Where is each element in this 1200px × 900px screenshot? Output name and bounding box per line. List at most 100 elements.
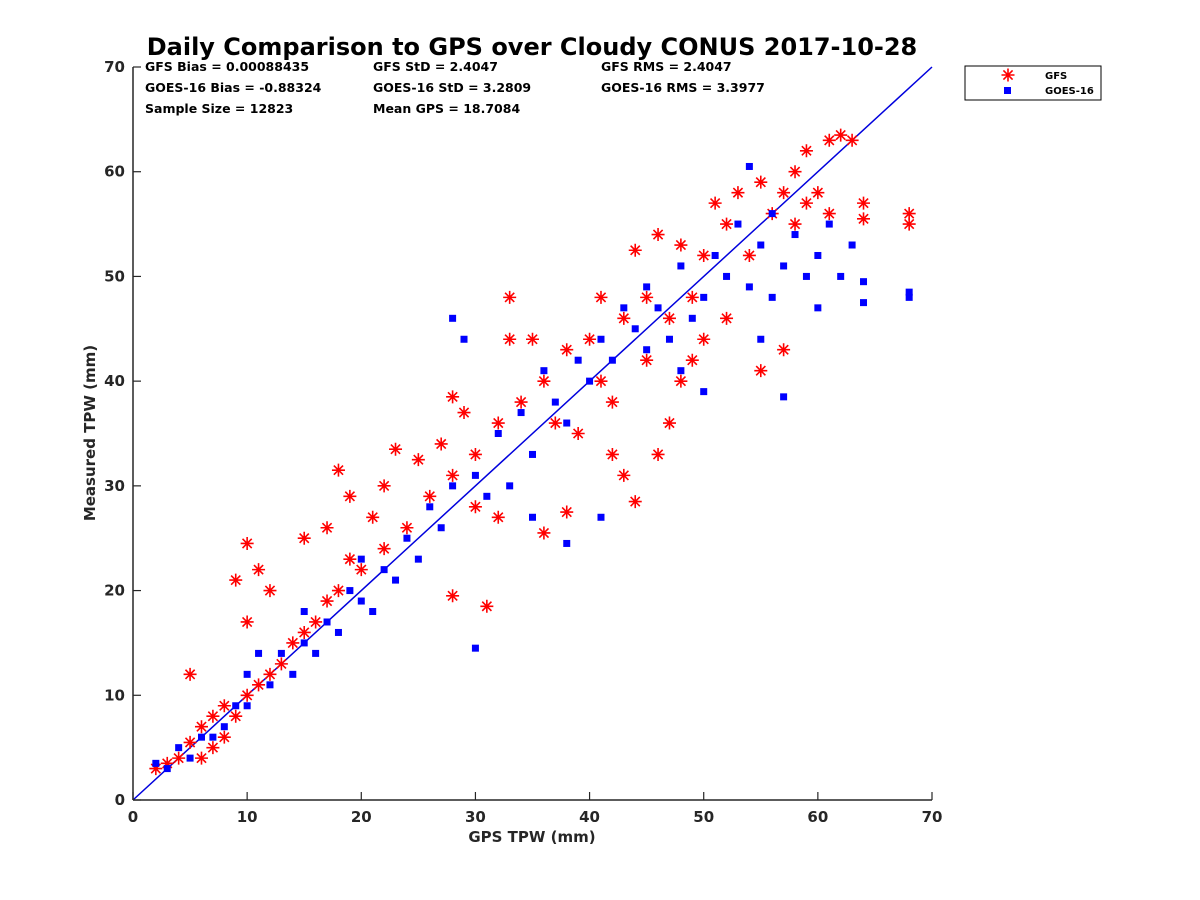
gfs-point [468,447,482,461]
goes16-point [152,759,160,767]
gfs-point [754,364,768,378]
goes16-point [825,220,833,228]
goes16-point [175,744,183,752]
gfs-point [605,395,619,409]
x-ticks: 0 10 20 30 40 50 60 70 [128,792,943,826]
gfs-point [571,427,585,440]
gfs-point [331,463,345,477]
goes16-point [357,555,365,563]
goes16-point [209,733,217,741]
stat-gfs-bias: GFS Bias = 0.00088435 [145,59,309,74]
gfs-point [651,447,665,461]
gfs-point [594,374,608,388]
goes16-point [426,503,434,511]
stat-goes-rms: GOES-16 RMS = 3.3977 [601,80,765,95]
y-tick-label: 10 [104,686,125,704]
goes16-point [449,482,457,490]
gfs-point [172,751,186,765]
goes16-point [289,670,297,678]
gfs-point [662,416,676,430]
gfs-point [286,636,300,650]
gfs-point [366,510,380,524]
y-tick-label: 20 [104,582,125,600]
goes16-point [232,702,240,710]
gfs-point [183,735,197,749]
goes16-point [529,513,536,521]
gfs-point [777,343,791,357]
gfs-point [320,521,334,535]
gfs-point [674,238,688,252]
legend: GFS GOES-16 [964,65,1102,101]
gfs-point [263,667,277,681]
legend-box [964,65,1102,101]
gfs-point [697,248,711,262]
goes16-point [688,314,696,322]
x-tick-label: 60 [807,808,828,826]
goes16-point [437,524,445,532]
goes16-point [369,608,377,616]
goes16-point [563,539,571,547]
goes16-point [700,388,708,396]
stat-goes-std: GOES-16 StD = 3.2809 [373,80,531,95]
gfs-point [389,442,403,456]
goes16-point [711,251,719,259]
gfs-point [252,563,266,577]
goes16-point [665,335,673,343]
gfs-point [274,657,288,671]
goes16-point [677,367,685,375]
gfs-point [149,762,163,776]
goes16-point [540,367,548,375]
goes16-point [574,356,582,364]
gfs-point [857,212,871,226]
gfs-point [594,290,608,304]
gfs-point [720,217,734,231]
gfs-point [297,531,311,545]
goes16-series [152,162,913,773]
y-tick-label: 30 [104,477,125,495]
gfs-point [628,495,642,509]
gfs-point [514,395,528,409]
goes16-point [392,576,400,584]
gfs-point [742,248,756,262]
gfs-point [354,563,368,577]
gfs-point [685,290,699,304]
goes16-point [346,587,354,595]
gfs-point [297,625,311,639]
legend-asterisk-path [1001,68,1015,82]
stat-gfs-std: GFS StD = 2.4047 [373,59,498,74]
goes16-point [780,262,788,270]
gfs-point [320,594,334,608]
gfs-point [708,196,722,210]
goes16-point [597,513,605,521]
goes16-point [449,314,457,322]
x-axis-label: GPS TPW (mm) [468,828,595,846]
x-tick-label: 70 [922,808,943,826]
gfs-point [309,615,323,629]
y-ticks: 0 10 20 30 40 50 60 70 [104,58,141,809]
gfs-point [685,353,699,367]
gfs-series [149,128,916,776]
gfs-point [788,165,802,179]
gfs-point [400,521,414,535]
gfs-point [491,416,505,430]
goes16-point [243,670,251,678]
gfs-point [902,217,916,231]
gfs-point [503,290,517,304]
gfs-point [217,699,231,713]
stat-sample-size: Sample Size = 12823 [145,101,293,116]
gfs-point [343,552,357,566]
gfs-point [617,311,631,325]
gfs-point [799,144,813,158]
gfs-point [617,468,631,482]
goes16-point [814,251,822,259]
goes16-point [471,471,479,479]
goes16-point [860,299,868,307]
gfs-point [754,175,768,189]
goes16-point [255,649,263,657]
one-to-one-line [132,66,933,801]
x-tick-label: 20 [351,808,372,826]
goes16-point [243,702,251,710]
goes16-point [494,430,502,437]
goes16-point [700,293,708,301]
goes16-point [517,409,525,417]
